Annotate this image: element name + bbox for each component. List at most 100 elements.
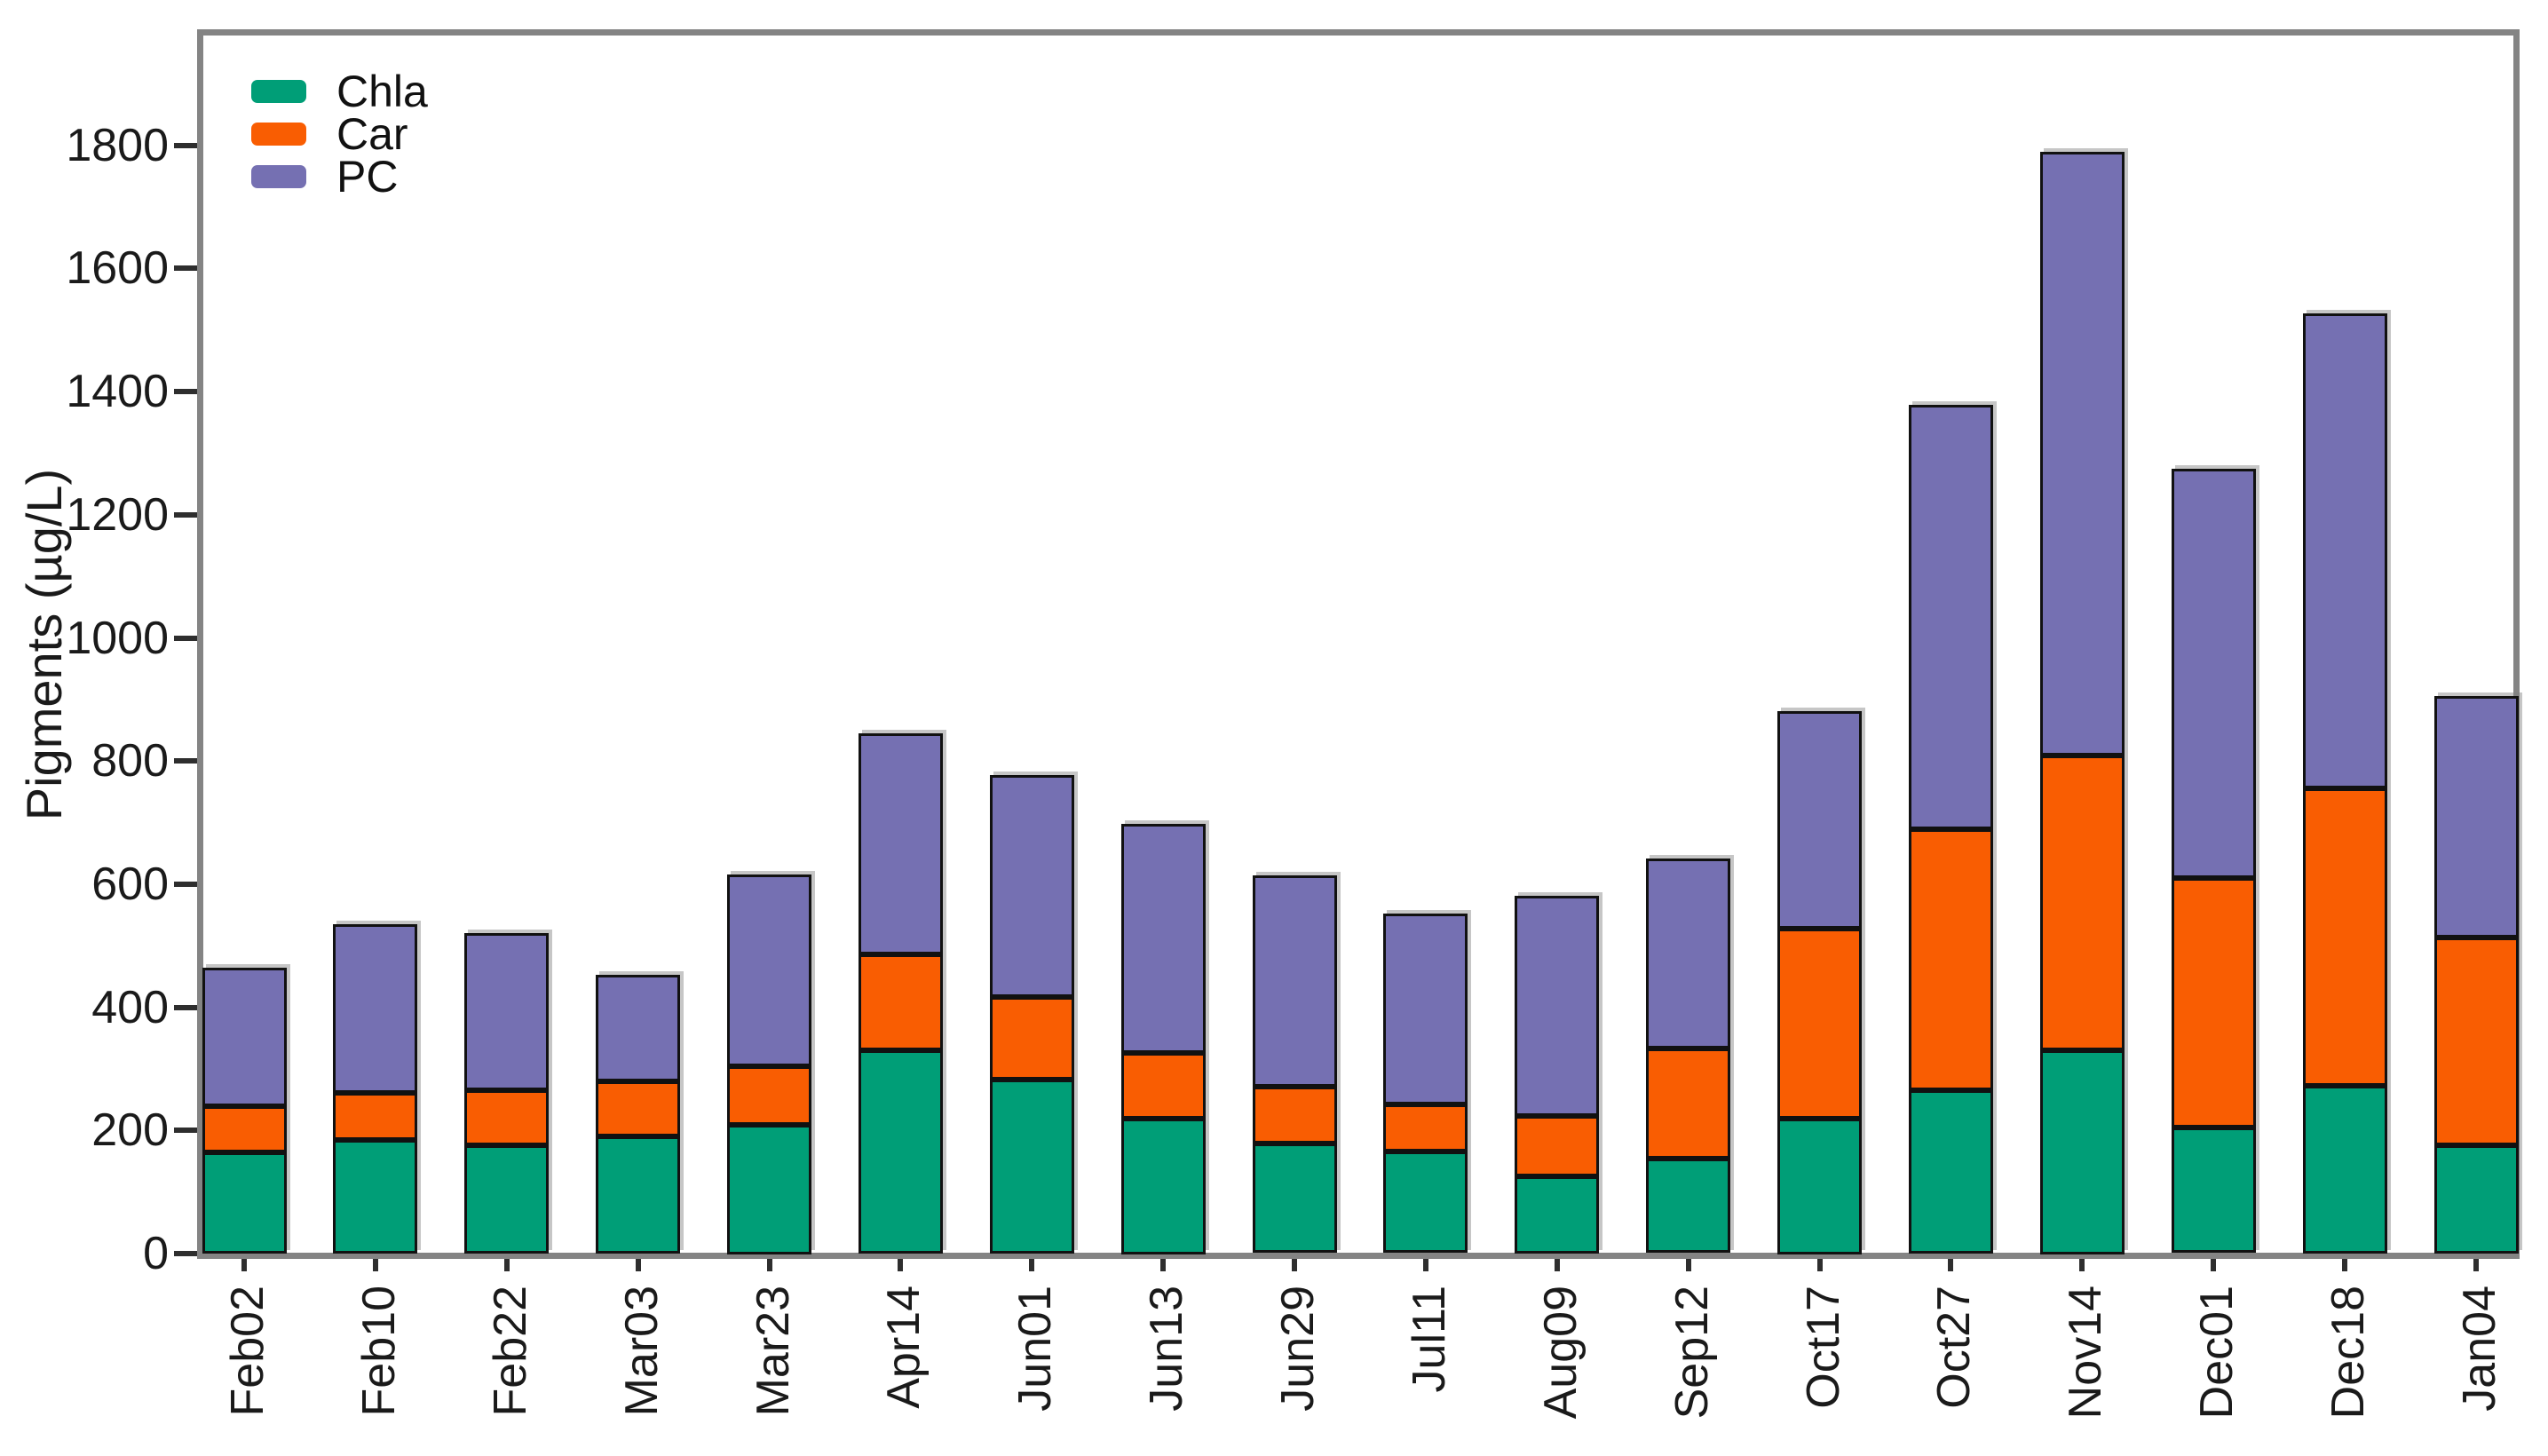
x-axis-tick [898, 1259, 904, 1271]
bar-feb10[interactable] [333, 924, 417, 1254]
plot-area [197, 29, 2520, 1259]
segment-car-sep12[interactable] [1646, 1048, 1730, 1159]
segment-pc-jun13[interactable] [1121, 824, 1206, 1053]
segment-pc-dec01[interactable] [2172, 469, 2256, 878]
bar-jan04[interactable] [2434, 696, 2519, 1254]
bar-feb02[interactable] [202, 968, 287, 1254]
x-axis-tick-label: Jun01 [1009, 1286, 1062, 1412]
segment-pc-jun29[interactable] [1253, 875, 1337, 1087]
segment-chla-dec18[interactable] [2303, 1086, 2387, 1254]
x-axis-tick [1422, 1259, 1428, 1271]
bar-jun13[interactable] [1121, 824, 1206, 1254]
bar-dec18[interactable] [2303, 313, 2387, 1254]
segment-chla-feb22[interactable] [464, 1145, 549, 1254]
segment-pc-oct17[interactable] [1777, 711, 1862, 929]
segment-car-dec18[interactable] [2303, 788, 2387, 1086]
segment-car-jun01[interactable] [990, 997, 1074, 1080]
segment-chla-oct17[interactable] [1777, 1119, 1862, 1254]
y-axis-tick-label: 1600 [66, 242, 169, 295]
segment-car-jun13[interactable] [1121, 1053, 1206, 1119]
segment-chla-feb10[interactable] [333, 1140, 417, 1254]
segment-pc-feb02[interactable] [202, 968, 287, 1106]
segment-pc-apr14[interactable] [859, 733, 943, 954]
segment-chla-sep12[interactable] [1646, 1159, 1730, 1253]
segment-pc-mar23[interactable] [727, 874, 811, 1066]
bar-jun01[interactable] [990, 775, 1074, 1254]
x-axis-tick [1948, 1259, 1954, 1271]
y-axis-tick-label: 1400 [66, 366, 169, 418]
segment-chla-feb02[interactable] [202, 1152, 287, 1254]
segment-pc-mar03[interactable] [596, 975, 680, 1081]
x-axis-tick-label: Dec18 [2322, 1286, 2375, 1420]
bar-oct17[interactable] [1777, 711, 1862, 1254]
bar-jun29[interactable] [1253, 875, 1337, 1254]
segment-car-aug09[interactable] [1515, 1116, 1599, 1176]
bar-mar23[interactable] [727, 874, 811, 1254]
segment-chla-jan04[interactable] [2434, 1145, 2519, 1254]
segment-pc-jun01[interactable] [990, 775, 1074, 997]
bar-sep12[interactable] [1646, 859, 1730, 1254]
segment-car-jun29[interactable] [1253, 1087, 1337, 1143]
segment-car-nov14[interactable] [2040, 756, 2125, 1050]
segment-car-feb22[interactable] [464, 1090, 549, 1145]
y-axis-tick [174, 389, 197, 395]
segment-chla-apr14[interactable] [859, 1050, 943, 1254]
y-axis-tick [174, 265, 197, 272]
segment-car-mar23[interactable] [727, 1066, 811, 1125]
segment-chla-jul11[interactable] [1383, 1151, 1468, 1253]
segment-chla-jun29[interactable] [1253, 1143, 1337, 1253]
segment-chla-aug09[interactable] [1515, 1176, 1599, 1254]
x-axis-tick [2079, 1259, 2085, 1271]
x-axis-tick-label: Feb02 [222, 1286, 273, 1417]
x-axis-tick-label: Jan04 [2454, 1286, 2505, 1412]
x-axis-tick-label: Apr14 [878, 1286, 930, 1409]
legend-item-car: Car [251, 112, 428, 156]
x-axis-tick-label: Dec01 [2191, 1286, 2243, 1420]
y-axis-tick-label: 200 [91, 1104, 169, 1157]
segment-pc-jan04[interactable] [2434, 696, 2519, 938]
bar-oct27[interactable] [1909, 405, 1993, 1254]
x-axis-tick [635, 1259, 641, 1271]
x-axis-tick-label: Jul11 [1403, 1286, 1455, 1393]
segment-car-jan04[interactable] [2434, 938, 2519, 1145]
bar-feb22[interactable] [464, 933, 549, 1254]
segment-car-apr14[interactable] [859, 954, 943, 1050]
bar-apr14[interactable] [859, 733, 943, 1254]
segment-pc-aug09[interactable] [1515, 896, 1599, 1116]
segment-chla-mar03[interactable] [596, 1136, 680, 1254]
x-axis-tick [766, 1259, 772, 1271]
bar-aug09[interactable] [1515, 896, 1599, 1254]
x-axis-tick [1292, 1259, 1298, 1271]
segment-car-oct17[interactable] [1777, 929, 1862, 1119]
segment-car-feb10[interactable] [333, 1093, 417, 1140]
bar-jul11[interactable] [1383, 914, 1468, 1254]
segment-car-dec01[interactable] [2172, 878, 2256, 1128]
x-axis-tick-label: Feb10 [352, 1286, 405, 1417]
bar-mar03[interactable] [596, 975, 680, 1254]
bar-dec01[interactable] [2172, 469, 2256, 1254]
segment-chla-nov14[interactable] [2040, 1050, 2125, 1254]
segment-chla-jun01[interactable] [990, 1080, 1074, 1254]
segment-pc-feb10[interactable] [333, 924, 417, 1093]
x-axis-tick [1029, 1259, 1035, 1271]
y-axis-tick-label: 600 [91, 858, 169, 910]
bar-nov14[interactable] [2040, 152, 2125, 1254]
legend-item-chla: Chla [251, 69, 428, 114]
segment-chla-dec01[interactable] [2172, 1128, 2256, 1253]
segment-chla-jun13[interactable] [1121, 1119, 1206, 1254]
segment-car-jul11[interactable] [1383, 1104, 1468, 1151]
segment-car-mar03[interactable] [596, 1081, 680, 1136]
segment-chla-mar23[interactable] [727, 1125, 811, 1254]
segment-car-oct27[interactable] [1909, 829, 1993, 1090]
y-axis-tick [174, 758, 197, 764]
car-swatch-icon [251, 123, 306, 146]
segment-pc-dec18[interactable] [2303, 313, 2387, 788]
segment-pc-oct27[interactable] [1909, 405, 1993, 829]
x-axis-tick-label: Feb22 [484, 1286, 536, 1417]
segment-car-feb02[interactable] [202, 1106, 287, 1152]
segment-pc-feb22[interactable] [464, 933, 549, 1090]
segment-pc-nov14[interactable] [2040, 152, 2125, 756]
segment-pc-jul11[interactable] [1383, 914, 1468, 1104]
segment-chla-oct27[interactable] [1909, 1090, 1993, 1254]
segment-pc-sep12[interactable] [1646, 859, 1730, 1048]
